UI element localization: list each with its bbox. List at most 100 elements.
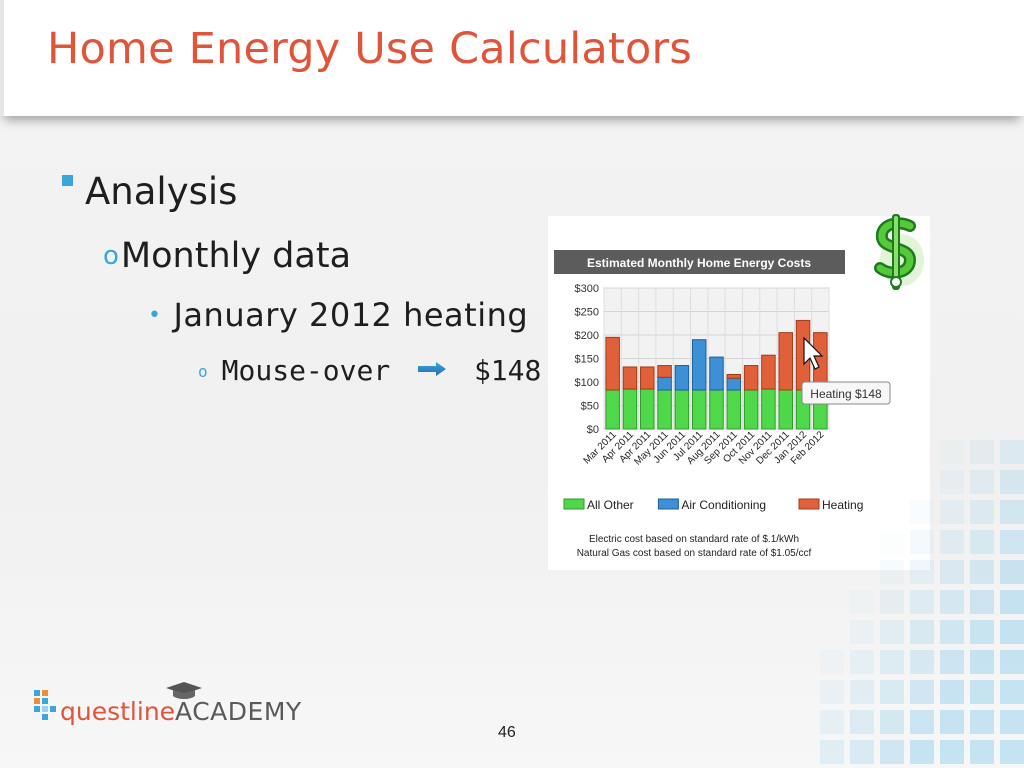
y-tick-label: $200 bbox=[575, 330, 599, 342]
title-bar: Home Energy Use Calculators bbox=[0, 0, 1024, 116]
bar-segment[interactable] bbox=[726, 373, 742, 379]
decorative-tile bbox=[910, 740, 934, 764]
bullet-level4: o Mouse-over $148 bbox=[198, 354, 541, 387]
chart-title-bar bbox=[554, 250, 845, 274]
decorative-tile bbox=[820, 710, 844, 734]
tooltip-box bbox=[801, 381, 891, 405]
bullet-level3: • January 2012 heating bbox=[148, 296, 528, 334]
y-tick-label: $100 bbox=[575, 377, 599, 389]
legend-label: All Other bbox=[587, 498, 634, 512]
bullet-level4-right-text: $148 bbox=[473, 354, 542, 387]
legend-swatch bbox=[798, 498, 820, 510]
decorative-tile bbox=[970, 500, 994, 524]
bar-segment[interactable] bbox=[726, 377, 742, 391]
bar-segment[interactable] bbox=[709, 389, 724, 430]
decorative-tile bbox=[910, 500, 934, 524]
bullet-level1-text: Analysis bbox=[85, 170, 238, 213]
decorative-tile bbox=[1000, 560, 1024, 584]
bar-segment[interactable] bbox=[743, 389, 759, 430]
bar-segment[interactable] bbox=[691, 339, 707, 391]
legend-swatch bbox=[563, 498, 585, 510]
decorative-tile bbox=[1000, 440, 1024, 464]
y-tick-label: $250 bbox=[575, 307, 599, 319]
decorative-tile bbox=[970, 620, 994, 644]
chart-panel: Estimated Monthly Home Energy Costs $0 $5… bbox=[548, 216, 930, 570]
decorative-tile bbox=[850, 590, 874, 614]
bar-segment[interactable] bbox=[622, 366, 638, 390]
decorative-tile bbox=[910, 560, 934, 584]
decorative-tile bbox=[1000, 680, 1024, 704]
decorative-tile bbox=[940, 530, 964, 554]
decorative-tile bbox=[1000, 650, 1024, 674]
decorative-tile bbox=[970, 740, 994, 764]
legend-label: Air Conditioning bbox=[681, 498, 766, 512]
decorative-tile bbox=[970, 470, 994, 494]
decorative-tile bbox=[970, 590, 994, 614]
graduation-cap-icon bbox=[166, 682, 202, 699]
bar-segment[interactable] bbox=[674, 389, 690, 430]
bar-segment[interactable] bbox=[778, 389, 793, 430]
logo-text: questlineACADEMY bbox=[60, 697, 302, 726]
bar-segment[interactable] bbox=[761, 354, 776, 390]
tooltip-text: Heating $148 bbox=[810, 387, 882, 401]
mouse-pointer-icon bbox=[803, 336, 824, 370]
decorative-tile bbox=[910, 620, 934, 644]
bar-segment[interactable] bbox=[743, 365, 759, 391]
decorative-tile bbox=[850, 680, 874, 704]
decorative-tile bbox=[970, 710, 994, 734]
decorative-tile bbox=[820, 680, 844, 704]
bar-segment[interactable] bbox=[709, 356, 724, 391]
decorative-tile bbox=[850, 740, 874, 764]
decorative-tile bbox=[940, 470, 964, 494]
page-number: 46 bbox=[498, 724, 516, 741]
decorative-tiles bbox=[820, 440, 1024, 764]
energy-cost-chart: Estimated Monthly Home Energy Costs $0 $5… bbox=[554, 250, 891, 559]
decorative-tile bbox=[880, 530, 904, 554]
decorative-tile bbox=[940, 440, 964, 464]
decorative-tile bbox=[880, 740, 904, 764]
bar-segment[interactable] bbox=[761, 388, 776, 430]
bar-segment[interactable] bbox=[657, 365, 672, 378]
decorative-tile bbox=[1000, 590, 1024, 614]
decorative-tile bbox=[970, 440, 994, 464]
bar-segment[interactable] bbox=[657, 376, 672, 391]
chart-footnotes: Electric cost based on standard rate of … bbox=[577, 534, 812, 559]
dollar-sign-icon bbox=[874, 214, 924, 290]
chart-footnote: Natural Gas cost based on standard rate … bbox=[577, 548, 812, 559]
decorative-tile bbox=[880, 650, 904, 674]
bar-segment[interactable] bbox=[622, 388, 638, 430]
bar-segment[interactable] bbox=[605, 389, 620, 430]
decorative-tile bbox=[850, 650, 874, 674]
decorative-tile bbox=[880, 560, 904, 584]
square-bullet-icon bbox=[62, 175, 73, 186]
decorative-tile bbox=[940, 560, 964, 584]
bar-segment[interactable] bbox=[726, 389, 742, 430]
y-tick-label: $0 bbox=[587, 424, 599, 436]
decorative-tile bbox=[1000, 620, 1024, 644]
y-tick-label: $300 bbox=[575, 283, 599, 295]
decorative-tile bbox=[1000, 530, 1024, 554]
y-tick-label: $150 bbox=[575, 354, 599, 366]
chart-title: Estimated Monthly Home Energy Costs bbox=[587, 256, 811, 270]
bar-segment[interactable] bbox=[640, 388, 655, 430]
bar-segment[interactable] bbox=[691, 389, 707, 430]
questline-logo bbox=[34, 682, 202, 720]
decorative-tile bbox=[970, 650, 994, 674]
decorative-tile bbox=[880, 620, 904, 644]
small-circle-bullet-icon: o bbox=[198, 362, 208, 381]
decorative-tile bbox=[880, 710, 904, 734]
bar-segment[interactable] bbox=[778, 332, 793, 391]
bar-segment[interactable] bbox=[674, 365, 690, 391]
bar-segment[interactable] bbox=[640, 366, 655, 390]
bullet-level2: oMonthly data bbox=[103, 236, 351, 276]
bar-segment[interactable] bbox=[605, 336, 620, 391]
bullet-level4-left-text: Mouse-over bbox=[221, 354, 391, 387]
decorative-tile bbox=[910, 710, 934, 734]
decorative-tile bbox=[1000, 470, 1024, 494]
logo-brand: questline bbox=[60, 697, 176, 726]
decorative-tile bbox=[940, 710, 964, 734]
slide-title: Home Energy Use Calculators bbox=[47, 24, 693, 74]
bar-segment[interactable] bbox=[657, 389, 672, 430]
decorative-tile bbox=[910, 650, 934, 674]
